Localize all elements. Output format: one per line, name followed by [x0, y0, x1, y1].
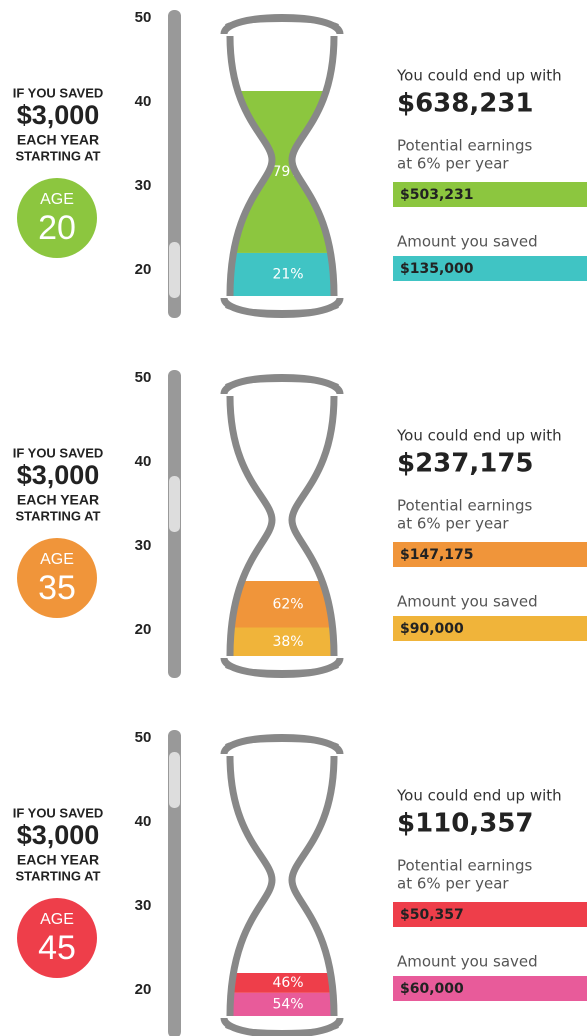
- age-label: AGE: [40, 551, 74, 568]
- age-value: 20: [38, 209, 76, 247]
- starting-at-text: STARTING AT: [16, 508, 101, 523]
- starting-at-text: STARTING AT: [16, 868, 101, 883]
- hourglass-cap-bottom-inner: [226, 1026, 338, 1032]
- end-up-label: You could end up with: [396, 67, 562, 85]
- age-value: 35: [38, 569, 76, 607]
- saved-label: Amount you saved: [397, 593, 538, 611]
- age-thumb: [169, 476, 180, 532]
- scale-tick-label: 40: [135, 93, 152, 110]
- scale-tick-label: 30: [135, 537, 152, 554]
- amount-text: $3,000: [17, 820, 100, 850]
- earnings-label: at 6% per year: [397, 875, 509, 893]
- earnings-label: at 6% per year: [397, 155, 509, 173]
- each-year-text: EACH YEAR: [17, 492, 99, 508]
- intro-text: IF YOU SAVED: [13, 85, 104, 100]
- saved-label: Amount you saved: [397, 953, 538, 971]
- age-thumb: [169, 752, 180, 808]
- saved-value: $60,000: [400, 981, 464, 997]
- age-label: AGE: [40, 911, 74, 928]
- saved-pct: 38%: [272, 634, 303, 650]
- amount-text: $3,000: [17, 460, 100, 490]
- earnings-label: Potential earnings: [397, 137, 533, 155]
- hourglass-cap-top-inner: [226, 380, 338, 386]
- total-value: $638,231: [397, 89, 534, 119]
- each-year-text: EACH YEAR: [17, 852, 99, 868]
- hourglass-cap-top-inner: [226, 740, 338, 746]
- starting-at-text: STARTING AT: [16, 148, 101, 163]
- total-value: $237,175: [397, 449, 534, 479]
- earnings-value: $503,231: [400, 187, 474, 203]
- earnings-label: Potential earnings: [397, 857, 533, 875]
- end-up-label: You could end up with: [396, 787, 562, 805]
- fill-group: [220, 91, 344, 296]
- scale-tick-label: 50: [135, 9, 152, 26]
- earnings-label: Potential earnings: [397, 497, 533, 515]
- age-thumb: [169, 242, 180, 298]
- intro-text: IF YOU SAVED: [13, 805, 104, 820]
- saved-pct: 21%: [272, 266, 303, 282]
- hourglass-cap-top-inner: [226, 20, 338, 26]
- scale-tick-label: 20: [135, 621, 152, 638]
- scale-tick-label: 50: [135, 729, 152, 746]
- earnings-value: $50,357: [400, 907, 464, 923]
- earnings-pct: 62%: [272, 596, 303, 612]
- scale-tick-label: 50: [135, 369, 152, 386]
- saved-value: $90,000: [400, 621, 464, 637]
- infographic: IF YOU SAVED$3,000EACH YEARSTARTING ATAG…: [0, 0, 587, 1036]
- scale-tick-label: 30: [135, 897, 152, 914]
- amount-text: $3,000: [17, 100, 100, 130]
- scale-tick-label: 20: [135, 981, 152, 998]
- scale-tick-label: 40: [135, 453, 152, 470]
- intro-text: IF YOU SAVED: [13, 445, 104, 460]
- scale-tick-label: 20: [135, 261, 152, 278]
- earnings-pct: 46%: [272, 975, 303, 991]
- saved-pct: 54%: [272, 996, 303, 1012]
- hourglass-cap-bottom-inner: [226, 306, 338, 312]
- end-up-label: You could end up with: [396, 427, 562, 445]
- earnings-label: at 6% per year: [397, 515, 509, 533]
- age-label: AGE: [40, 191, 74, 208]
- hourglass-cap-bottom-inner: [226, 666, 338, 672]
- saved-label: Amount you saved: [397, 233, 538, 251]
- saved-value: $135,000: [400, 261, 474, 277]
- scale-tick-label: 40: [135, 813, 152, 830]
- scale-tick-label: 30: [135, 177, 152, 194]
- total-value: $110,357: [397, 809, 534, 839]
- earnings-value: $147,175: [400, 547, 474, 563]
- age-value: 45: [38, 929, 76, 967]
- each-year-text: EACH YEAR: [17, 132, 99, 148]
